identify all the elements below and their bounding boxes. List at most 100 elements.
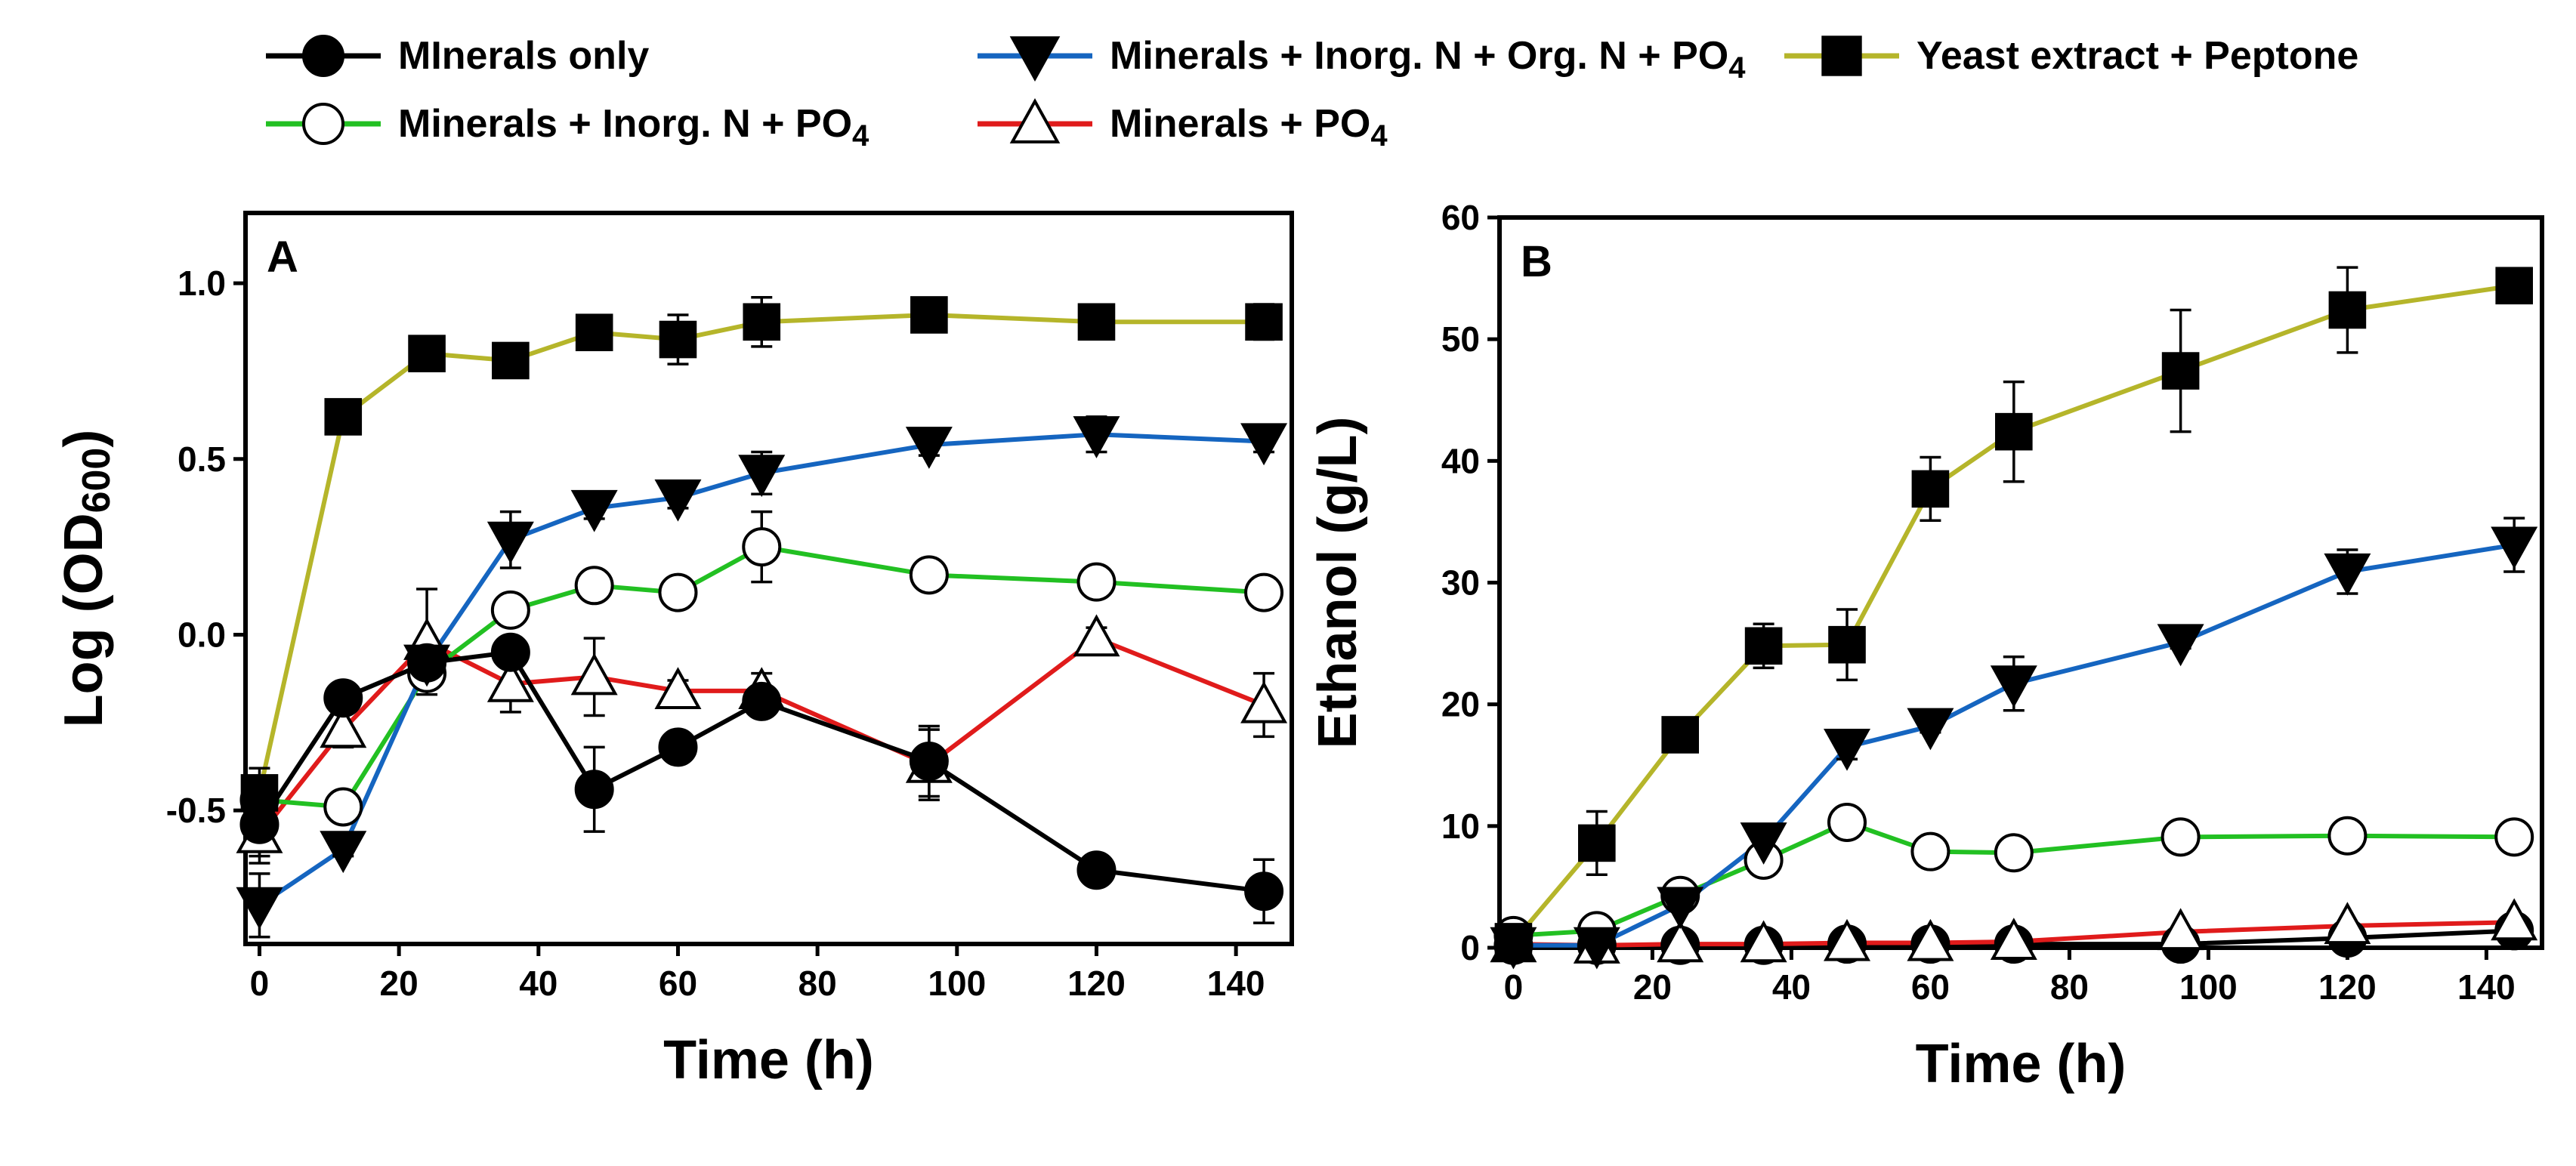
legend-label: Yeast extract + Peptone bbox=[1917, 34, 2358, 78]
data-point-0-3 bbox=[486, 659, 534, 702]
data-point-4-0 bbox=[1494, 923, 1533, 961]
x-tick-label: 0 bbox=[250, 964, 270, 1003]
data-point-3-1 bbox=[320, 831, 367, 874]
data-point-4-6 bbox=[1995, 412, 2033, 451]
legend-entry: Minerals + PO4 bbox=[978, 97, 1388, 153]
data-point-1-7 bbox=[909, 555, 949, 595]
data-point-4-5 bbox=[659, 320, 697, 359]
data-point-4-3 bbox=[1744, 627, 1783, 665]
data-point-3-3 bbox=[1740, 822, 1787, 865]
x-tick-label: 80 bbox=[2050, 967, 2089, 1007]
data-point-3-8 bbox=[1073, 416, 1120, 458]
legend-marker-icon bbox=[1821, 35, 1862, 76]
data-point-3-6 bbox=[1990, 665, 2037, 708]
data-point-2-9 bbox=[1244, 871, 1284, 912]
data-point-1-9 bbox=[2491, 898, 2538, 941]
data-point-4-1 bbox=[1578, 824, 1616, 862]
series-line-1 bbox=[1513, 920, 2515, 948]
legend-label-sub: 4 bbox=[1370, 119, 1388, 153]
data-point-1-7 bbox=[2157, 908, 2204, 951]
y-axis-label-main: Ethanol (g/L) bbox=[1308, 417, 1368, 749]
data-point-4-8 bbox=[2328, 291, 2367, 329]
data-point-4-6 bbox=[743, 303, 781, 341]
panel-label: A bbox=[267, 233, 298, 282]
x-tick-label: 120 bbox=[2318, 967, 2377, 1007]
y-axis-label: Log (OD600) bbox=[54, 430, 119, 728]
x-tick-label: 120 bbox=[1067, 964, 1126, 1003]
y-tick-label: 0 bbox=[1460, 928, 1480, 967]
legend-label: MInerals only bbox=[398, 34, 649, 78]
plot-frame bbox=[243, 211, 1294, 946]
data-point-3-0 bbox=[236, 887, 283, 930]
data-point-2-6 bbox=[1994, 833, 2034, 873]
y-tick-label: 10 bbox=[1441, 807, 1480, 846]
data-point-4-9 bbox=[1245, 303, 1283, 341]
series-line-4 bbox=[1512, 283, 2515, 943]
series-line-3 bbox=[258, 432, 1265, 908]
series-line-2 bbox=[1513, 819, 2515, 938]
legend-entry: MInerals only bbox=[266, 34, 649, 78]
y-tick-label: 0.0 bbox=[178, 615, 226, 654]
data-point-3-3 bbox=[486, 521, 534, 564]
x-tick-label: 60 bbox=[659, 964, 697, 1003]
series-line-0 bbox=[258, 636, 1265, 837]
x-tick-label: 140 bbox=[2457, 967, 2516, 1007]
data-point-3-4 bbox=[570, 489, 618, 532]
panel-a: 0 20 40 60 80 100 120 140 -0.5 0.0 0.5 1.0 Time (h) L… bbox=[54, 211, 1294, 1090]
data-point-0-8 bbox=[1073, 614, 1120, 657]
data-point-2-7 bbox=[909, 742, 949, 781]
data-point-3-7 bbox=[2157, 624, 2204, 667]
data-point-1-6 bbox=[1990, 918, 2037, 961]
y-tick-label: 40 bbox=[1441, 441, 1480, 480]
x-tick-label: 20 bbox=[380, 964, 419, 1003]
data-point-0-4 bbox=[570, 652, 618, 696]
data-point-2-6 bbox=[742, 681, 782, 721]
data-point-4-1 bbox=[324, 398, 363, 436]
data-point-2-5 bbox=[658, 727, 698, 767]
data-point-1-5 bbox=[1907, 918, 1954, 961]
panel-b: 0 20 40 60 80 100 120 140 0 10 20 30 40 50 60 Time (h) E… bbox=[1308, 198, 2544, 1094]
data-point-4-7 bbox=[910, 296, 948, 334]
y-tick-label: 60 bbox=[1441, 198, 1480, 237]
data-point-1-9 bbox=[1244, 572, 1284, 612]
data-point-2-8 bbox=[2327, 816, 2368, 856]
y-tick-label: 20 bbox=[1441, 685, 1480, 724]
legend-label-sub: 4 bbox=[852, 119, 869, 153]
legend-label-main: Yeast extract + Peptone bbox=[1917, 34, 2358, 78]
data-point-3-5 bbox=[654, 479, 702, 522]
legend-label: Minerals + Inorg. N + Org. N + PO4 bbox=[1110, 34, 1746, 85]
data-point-4-8 bbox=[1077, 303, 1116, 341]
data-point-2-0 bbox=[239, 804, 280, 844]
data-point-3-1 bbox=[1573, 927, 1620, 970]
series-line-3 bbox=[1513, 542, 2515, 948]
data-point-2-7 bbox=[2161, 817, 2201, 857]
x-tick-label: 40 bbox=[1772, 967, 1811, 1007]
data-point-4-0 bbox=[240, 774, 279, 812]
data-point-1-8 bbox=[1076, 562, 1117, 602]
data-point-3-2 bbox=[1657, 887, 1704, 930]
data-point-1-5 bbox=[658, 572, 698, 612]
x-tick-label: 80 bbox=[798, 964, 837, 1003]
data-point-1-8 bbox=[2324, 902, 2371, 945]
series-line-2 bbox=[257, 649, 1265, 894]
data-point-1-2 bbox=[1657, 920, 1704, 963]
x-tick-label: 100 bbox=[2179, 967, 2238, 1007]
data-point-3-7 bbox=[905, 427, 953, 469]
data-point-1-4 bbox=[1824, 918, 1870, 961]
panel-label: B bbox=[1521, 237, 1552, 286]
legend-label-main: Minerals + Inorg. N + Org. N + PO bbox=[1110, 34, 1728, 78]
y-axis-label-main: Log (OD bbox=[54, 513, 114, 727]
legend-label-main: Minerals + Inorg. N + PO bbox=[398, 102, 852, 146]
data-point-2-3 bbox=[490, 632, 530, 672]
data-point-4-7 bbox=[2161, 352, 2200, 390]
data-point-4-4 bbox=[1828, 625, 1866, 664]
data-point-0-5 bbox=[654, 667, 702, 710]
data-point-2-8 bbox=[1076, 850, 1117, 890]
series-line-1 bbox=[259, 544, 1265, 810]
data-point-3-9 bbox=[1240, 423, 1288, 466]
y-tick-label: 0.5 bbox=[178, 440, 226, 479]
y-tick-label: -0.5 bbox=[166, 791, 226, 830]
x-axis-label: Time (h) bbox=[663, 1030, 874, 1090]
data-point-3-6 bbox=[738, 455, 786, 498]
